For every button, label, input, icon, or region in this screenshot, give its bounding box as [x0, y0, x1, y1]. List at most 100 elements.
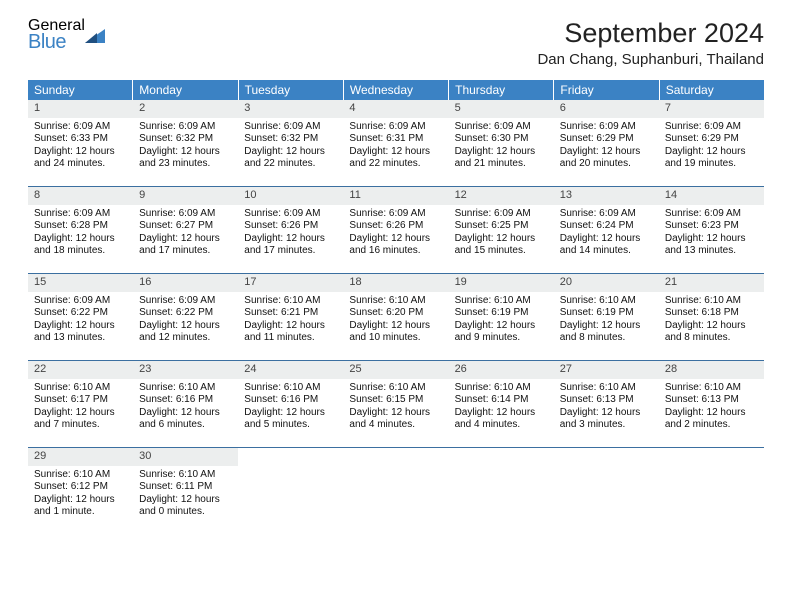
- day-sunset: Sunset: 6:32 PM: [139, 133, 232, 146]
- day-body: Sunrise: 6:10 AMSunset: 6:15 PMDaylight:…: [343, 379, 448, 438]
- day-cell: 9Sunrise: 6:09 AMSunset: 6:27 PMDaylight…: [133, 187, 238, 273]
- day-cell: 3Sunrise: 6:09 AMSunset: 6:32 PMDaylight…: [238, 100, 343, 186]
- day-sunset: Sunset: 6:27 PM: [139, 220, 232, 233]
- day-day2: and 18 minutes.: [34, 245, 127, 258]
- day-sunset: Sunset: 6:30 PM: [455, 133, 548, 146]
- day-day2: and 22 minutes.: [244, 158, 337, 171]
- day-day2: and 10 minutes.: [349, 332, 442, 345]
- day-sunrise: Sunrise: 6:09 AM: [560, 208, 653, 221]
- day-day2: and 5 minutes.: [244, 419, 337, 432]
- day-sunrise: Sunrise: 6:10 AM: [139, 469, 232, 482]
- day-day2: and 17 minutes.: [244, 245, 337, 258]
- day-body: Sunrise: 6:09 AMSunset: 6:29 PMDaylight:…: [554, 118, 659, 177]
- day-day2: and 8 minutes.: [560, 332, 653, 345]
- day-day1: Daylight: 12 hours: [349, 407, 442, 420]
- day-body: Sunrise: 6:09 AMSunset: 6:32 PMDaylight:…: [238, 118, 343, 177]
- day-day2: and 12 minutes.: [139, 332, 232, 345]
- day-cell: [554, 448, 659, 534]
- day-day1: Daylight: 12 hours: [34, 233, 127, 246]
- day-number: 1: [28, 100, 133, 118]
- day-day2: and 6 minutes.: [139, 419, 232, 432]
- day-sunset: Sunset: 6:26 PM: [244, 220, 337, 233]
- day-number: 6: [554, 100, 659, 118]
- day-sunrise: Sunrise: 6:10 AM: [244, 295, 337, 308]
- title-block: September 2024 Dan Chang, Suphanburi, Th…: [537, 18, 764, 68]
- day-cell: 28Sunrise: 6:10 AMSunset: 6:13 PMDayligh…: [659, 361, 764, 447]
- day-cell: 13Sunrise: 6:09 AMSunset: 6:24 PMDayligh…: [554, 187, 659, 273]
- day-body: Sunrise: 6:09 AMSunset: 6:22 PMDaylight:…: [28, 292, 133, 351]
- day-day2: and 13 minutes.: [665, 245, 758, 258]
- logo-shape-icon: [85, 29, 105, 43]
- day-day1: Daylight: 12 hours: [244, 233, 337, 246]
- day-number: 11: [343, 187, 448, 205]
- day-cell: 18Sunrise: 6:10 AMSunset: 6:20 PMDayligh…: [343, 274, 448, 360]
- day-sunset: Sunset: 6:19 PM: [455, 307, 548, 320]
- day-cell: 27Sunrise: 6:10 AMSunset: 6:13 PMDayligh…: [554, 361, 659, 447]
- day-of-week-row: Sunday Monday Tuesday Wednesday Thursday…: [28, 80, 764, 100]
- day-cell: 24Sunrise: 6:10 AMSunset: 6:16 PMDayligh…: [238, 361, 343, 447]
- day-day1: Daylight: 12 hours: [349, 146, 442, 159]
- day-number: 25: [343, 361, 448, 379]
- day-cell: 29Sunrise: 6:10 AMSunset: 6:12 PMDayligh…: [28, 448, 133, 534]
- day-body: Sunrise: 6:10 AMSunset: 6:11 PMDaylight:…: [133, 466, 238, 525]
- day-sunrise: Sunrise: 6:09 AM: [665, 121, 758, 134]
- dow-monday: Monday: [133, 80, 238, 100]
- day-body: Sunrise: 6:09 AMSunset: 6:25 PMDaylight:…: [449, 205, 554, 264]
- day-sunset: Sunset: 6:18 PM: [665, 307, 758, 320]
- day-sunset: Sunset: 6:17 PM: [34, 394, 127, 407]
- day-number: 5: [449, 100, 554, 118]
- day-number: 16: [133, 274, 238, 292]
- day-body: Sunrise: 6:10 AMSunset: 6:19 PMDaylight:…: [449, 292, 554, 351]
- day-cell: 15Sunrise: 6:09 AMSunset: 6:22 PMDayligh…: [28, 274, 133, 360]
- day-cell: 20Sunrise: 6:10 AMSunset: 6:19 PMDayligh…: [554, 274, 659, 360]
- day-sunrise: Sunrise: 6:10 AM: [455, 295, 548, 308]
- day-day1: Daylight: 12 hours: [349, 320, 442, 333]
- weeks-container: 1Sunrise: 6:09 AMSunset: 6:33 PMDaylight…: [28, 100, 764, 534]
- day-number: 13: [554, 187, 659, 205]
- location: Dan Chang, Suphanburi, Thailand: [537, 51, 764, 68]
- day-body: Sunrise: 6:10 AMSunset: 6:13 PMDaylight:…: [659, 379, 764, 438]
- day-day1: Daylight: 12 hours: [665, 407, 758, 420]
- day-number: 4: [343, 100, 448, 118]
- day-day1: Daylight: 12 hours: [560, 407, 653, 420]
- day-number: 28: [659, 361, 764, 379]
- day-number: 14: [659, 187, 764, 205]
- day-day1: Daylight: 12 hours: [455, 407, 548, 420]
- day-day1: Daylight: 12 hours: [244, 320, 337, 333]
- day-day1: Daylight: 12 hours: [560, 233, 653, 246]
- day-day1: Daylight: 12 hours: [349, 233, 442, 246]
- day-sunrise: Sunrise: 6:09 AM: [34, 295, 127, 308]
- day-day2: and 20 minutes.: [560, 158, 653, 171]
- day-number: [554, 448, 659, 452]
- day-day2: and 7 minutes.: [34, 419, 127, 432]
- day-day2: and 11 minutes.: [244, 332, 337, 345]
- day-cell: 23Sunrise: 6:10 AMSunset: 6:16 PMDayligh…: [133, 361, 238, 447]
- day-day1: Daylight: 12 hours: [244, 146, 337, 159]
- day-sunset: Sunset: 6:32 PM: [244, 133, 337, 146]
- day-number: 17: [238, 274, 343, 292]
- day-sunset: Sunset: 6:28 PM: [34, 220, 127, 233]
- day-number: [238, 448, 343, 452]
- day-body: Sunrise: 6:09 AMSunset: 6:30 PMDaylight:…: [449, 118, 554, 177]
- header: General Blue September 2024 Dan Chang, S…: [0, 0, 792, 74]
- day-body: Sunrise: 6:09 AMSunset: 6:26 PMDaylight:…: [343, 205, 448, 264]
- day-cell: 8Sunrise: 6:09 AMSunset: 6:28 PMDaylight…: [28, 187, 133, 273]
- day-day1: Daylight: 12 hours: [34, 494, 127, 507]
- day-sunset: Sunset: 6:20 PM: [349, 307, 442, 320]
- day-cell: 11Sunrise: 6:09 AMSunset: 6:26 PMDayligh…: [343, 187, 448, 273]
- day-cell: 19Sunrise: 6:10 AMSunset: 6:19 PMDayligh…: [449, 274, 554, 360]
- dow-friday: Friday: [554, 80, 659, 100]
- day-sunrise: Sunrise: 6:10 AM: [349, 295, 442, 308]
- day-body: Sunrise: 6:10 AMSunset: 6:20 PMDaylight:…: [343, 292, 448, 351]
- day-cell: [238, 448, 343, 534]
- day-day1: Daylight: 12 hours: [665, 320, 758, 333]
- day-sunset: Sunset: 6:22 PM: [139, 307, 232, 320]
- day-day2: and 9 minutes.: [455, 332, 548, 345]
- day-cell: 12Sunrise: 6:09 AMSunset: 6:25 PMDayligh…: [449, 187, 554, 273]
- week-row: 8Sunrise: 6:09 AMSunset: 6:28 PMDaylight…: [28, 186, 764, 273]
- day-sunset: Sunset: 6:19 PM: [560, 307, 653, 320]
- day-cell: 25Sunrise: 6:10 AMSunset: 6:15 PMDayligh…: [343, 361, 448, 447]
- day-sunset: Sunset: 6:23 PM: [665, 220, 758, 233]
- calendar: Sunday Monday Tuesday Wednesday Thursday…: [28, 80, 764, 534]
- day-day2: and 15 minutes.: [455, 245, 548, 258]
